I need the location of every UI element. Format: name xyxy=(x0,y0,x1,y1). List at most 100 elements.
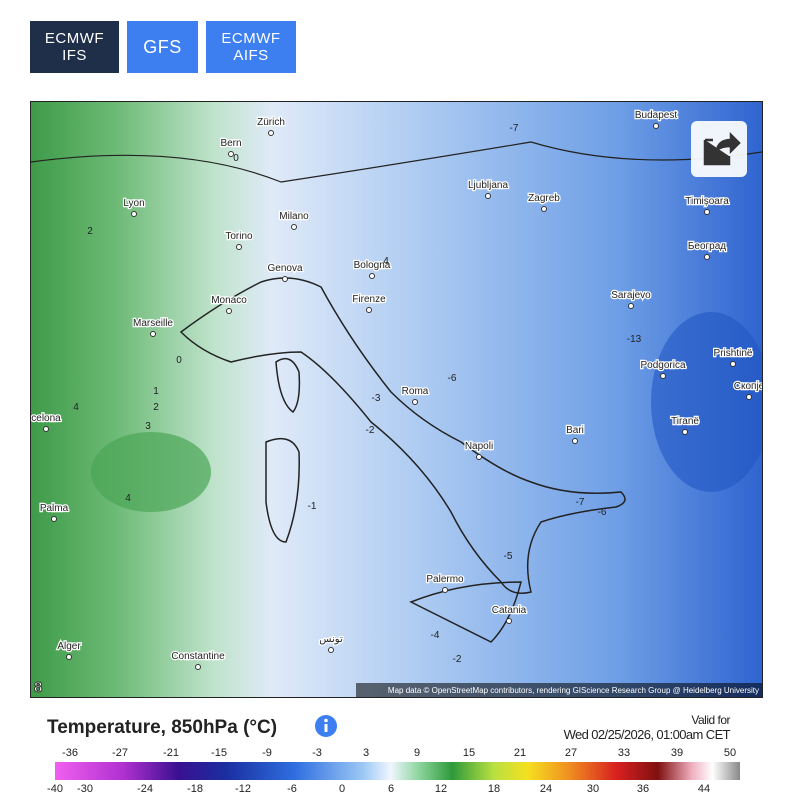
model-tab[interactable]: GFS xyxy=(127,21,198,73)
city-label: Lyon xyxy=(123,198,144,209)
city-label: Скопје xyxy=(734,381,763,392)
contour-label: -6 xyxy=(448,373,457,384)
city-label: Genova xyxy=(267,263,302,274)
city-dot xyxy=(506,618,512,624)
city-dot xyxy=(541,206,547,212)
color-scale xyxy=(55,762,740,780)
city-dot xyxy=(660,373,666,379)
contour-label: 3 xyxy=(145,421,151,432)
contour-label: 4 xyxy=(73,402,79,413)
city-label: Podgorica xyxy=(640,360,685,371)
scale-tick-label: -24 xyxy=(137,783,153,795)
city-label: Bari xyxy=(566,425,584,436)
scale-tick-label: 36 xyxy=(636,783,650,795)
scale-tick-label: 33 xyxy=(617,747,631,759)
scale-tick-label: 27 xyxy=(564,747,578,759)
city-dot xyxy=(43,426,49,432)
scale-tick-label: -15 xyxy=(211,747,227,759)
city-label: Roma xyxy=(402,386,429,397)
city-label: Tiranë xyxy=(671,416,699,427)
city-label: تونس xyxy=(319,634,343,645)
city-label: Firenze xyxy=(352,294,386,305)
contour-label: -4 xyxy=(431,630,440,641)
city-dot xyxy=(291,224,297,230)
city-dot xyxy=(442,587,448,593)
city-label: Zagreb xyxy=(528,193,560,204)
border xyxy=(31,141,762,183)
city-label: Sarajevo xyxy=(611,290,651,301)
contour-label: -3 xyxy=(372,393,381,404)
city-label: Palma xyxy=(40,503,69,514)
city-label: Torino xyxy=(225,231,253,242)
contour-label: -5 xyxy=(504,551,513,562)
scale-tick-label: -3 xyxy=(312,747,322,759)
scale-tick-label: 12 xyxy=(434,783,448,795)
city-dot xyxy=(485,193,491,199)
city-label: Budapest xyxy=(635,110,677,121)
info-icon[interactable] xyxy=(314,714,338,738)
city-label: Београд xyxy=(688,241,726,252)
city-dot xyxy=(282,276,288,282)
scale-tick-label: -36 xyxy=(62,747,78,759)
cold-area xyxy=(651,312,762,492)
scale-tick-label: 21 xyxy=(513,747,527,759)
scale-tick-label: 24 xyxy=(539,783,553,795)
weather-map: Budapest Zürich Bern Lyon Ljubljana Zagreb Tim… xyxy=(30,101,763,698)
contour-label: 4 xyxy=(125,493,131,504)
model-tab[interactable]: ECMWF IFS xyxy=(30,21,119,73)
attribution: Map data © OpenStreetMap contributors, r… xyxy=(388,686,759,695)
city-dot xyxy=(653,123,659,129)
scale-tick-label: 9 xyxy=(413,747,421,759)
contour-label: 2 xyxy=(87,226,93,237)
contour-label: 0 xyxy=(233,153,239,164)
city-dot xyxy=(150,331,156,337)
valid-time: Wed 02/25/2026, 01:00am CET xyxy=(563,727,731,742)
city-label: Bern xyxy=(220,138,241,149)
contour-label: -2 xyxy=(453,654,462,665)
attribution-bg xyxy=(356,683,762,697)
scale-tick-label: 3 xyxy=(362,747,370,759)
contour-label: 4 xyxy=(383,256,389,267)
city-label: Constantine xyxy=(171,651,225,662)
scale-tick-label: 15 xyxy=(462,747,476,759)
contour-label: -1 xyxy=(308,501,317,512)
model-tab[interactable]: ECMWF AIFS xyxy=(206,21,296,73)
city-label: celona xyxy=(31,413,61,424)
legend-title: Temperature, 850hPa (°C) xyxy=(47,717,278,738)
valid-label: Valid for xyxy=(691,713,730,727)
scale-tick-label: 44 xyxy=(697,783,711,795)
contour-label: 2 xyxy=(153,402,159,413)
scale-tick-label: -6 xyxy=(287,783,297,795)
map-background xyxy=(31,102,762,697)
city-label: Timișoara xyxy=(685,196,729,207)
city-label: Ljubljana xyxy=(468,180,508,191)
city-dot xyxy=(131,211,137,217)
islands xyxy=(265,357,522,643)
city-label: Zürich xyxy=(257,117,285,128)
city-dot xyxy=(412,399,418,405)
city-dot xyxy=(228,151,234,157)
scale-tick-label: 30 xyxy=(586,783,600,795)
city-dot xyxy=(328,647,334,653)
scale-tick-label: -21 xyxy=(163,747,179,759)
scale-tick-label: 39 xyxy=(670,747,684,759)
city-dot xyxy=(226,308,232,314)
city-label: Alger xyxy=(57,641,81,652)
scale-tick-label: -12 xyxy=(235,783,251,795)
contour-label: -2 xyxy=(366,425,375,436)
city-dot xyxy=(236,244,242,250)
contour-label: 1 xyxy=(153,386,159,397)
city-dot xyxy=(195,664,201,670)
scale-tick-label: 6 xyxy=(387,783,395,795)
contour-label: 0 xyxy=(176,355,182,366)
share-icon[interactable] xyxy=(703,131,741,166)
city-dot xyxy=(476,454,482,460)
scale-tick-label: 50 xyxy=(723,747,737,759)
city-label: Marseille xyxy=(133,318,173,329)
city-label: Catania xyxy=(492,605,527,616)
warm-area xyxy=(91,432,211,512)
scale-tick-label: -30 xyxy=(77,783,93,795)
city-dot xyxy=(704,209,710,215)
city-label: Napoli xyxy=(465,441,493,452)
